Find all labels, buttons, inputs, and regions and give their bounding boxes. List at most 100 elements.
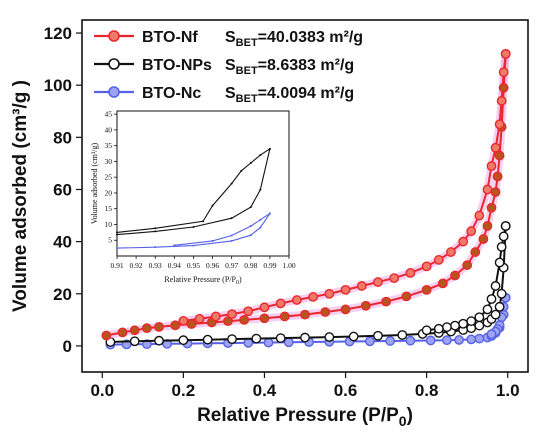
data-point <box>194 313 205 324</box>
legend-item-bto-nf: BTO-Nf SBET=40.0383 m²/g <box>94 29 363 49</box>
inset-data-point <box>268 147 271 150</box>
data-point <box>141 339 152 350</box>
inset-data-point <box>154 227 157 230</box>
data-point <box>458 236 469 247</box>
x-tick-label: 1.0 <box>496 381 520 400</box>
legend-series-name: BTO-NPs <box>142 57 212 74</box>
data-point <box>178 335 189 346</box>
plot-frame <box>81 19 529 373</box>
data-point <box>466 316 477 327</box>
legend-marker <box>108 86 120 98</box>
legend-series-name: BTO-Nc <box>142 85 201 102</box>
data-point <box>129 325 140 336</box>
inset-background <box>87 105 299 290</box>
inset-data-point <box>211 239 214 242</box>
data-point <box>474 333 485 344</box>
inset-series-1 <box>116 212 271 250</box>
data-point <box>490 309 501 320</box>
data-point <box>462 260 473 270</box>
legend-marker <box>108 58 120 70</box>
data-point <box>500 48 511 59</box>
inset-data-point <box>230 182 233 185</box>
data-point <box>300 332 310 343</box>
inset-y-tick-label: 10 <box>105 220 113 229</box>
data-point <box>425 335 436 346</box>
inset-data-point <box>154 246 157 249</box>
inset-data-point <box>259 226 262 229</box>
inset-y-tick-label: 25 <box>105 173 113 182</box>
inset-data-point <box>211 204 214 207</box>
data-point <box>474 312 485 323</box>
data-point <box>466 226 477 237</box>
data-point <box>421 284 432 295</box>
inset-y-tick-label: 45 <box>105 110 113 119</box>
y-tick-label: 20 <box>53 285 72 304</box>
data-point <box>227 309 237 320</box>
data-point <box>421 325 432 336</box>
inset-data-point <box>259 218 262 221</box>
inset-x-tick-label: 0.94 <box>168 261 181 270</box>
data-point <box>275 298 286 309</box>
data-point <box>442 335 452 346</box>
inset-series-0 <box>116 147 271 236</box>
data-point <box>279 311 290 322</box>
x-axis-title: Relative Pressure (P/P0) <box>197 405 413 429</box>
data-point <box>300 309 310 320</box>
data-point <box>433 323 444 334</box>
series-bto-nf <box>101 48 511 341</box>
data-point <box>340 284 351 295</box>
inset-data-point <box>116 231 118 234</box>
series-bto-nps <box>105 221 511 347</box>
data-point <box>494 150 505 161</box>
inset-x-tick-label: 0.91 <box>110 261 123 270</box>
inset-x-tick-label: 0.93 <box>149 261 162 270</box>
data-point <box>360 300 371 311</box>
data-point <box>486 202 497 213</box>
data-point <box>308 292 319 302</box>
data-point <box>490 281 501 291</box>
data-point <box>210 311 221 322</box>
data-point <box>496 288 507 299</box>
inset-y-tick-label: 35 <box>105 141 113 150</box>
data-point <box>490 142 501 153</box>
legend-item-bto-nps: BTO-NPs SBET=8.6383 m²/g <box>94 57 354 77</box>
data-point <box>186 319 197 329</box>
data-point <box>243 306 254 317</box>
data-point <box>385 336 396 346</box>
inset-x-tick-label: 0.98 <box>244 261 257 270</box>
data-point <box>389 273 400 284</box>
data-point <box>154 321 164 332</box>
inset-data-point <box>173 244 176 247</box>
y-tick-label: 40 <box>53 233 72 252</box>
legend-surface-area: SBET=8.6383 m²/g <box>225 57 354 77</box>
inset-x-tick-label: 1.00 <box>282 261 295 270</box>
inset-data-point <box>259 188 262 191</box>
data-point <box>433 254 444 265</box>
inset-x-axis-title: Relative Pressure (P/P0) <box>164 275 242 286</box>
data-point <box>421 261 432 272</box>
inset-data-point <box>230 239 233 242</box>
data-point <box>340 304 351 315</box>
inset-data-point <box>249 206 252 209</box>
y-tick-label: 60 <box>53 180 72 199</box>
data-point <box>259 313 270 324</box>
data-point <box>482 184 493 195</box>
data-point <box>275 333 286 344</box>
data-point <box>486 329 497 340</box>
inset-y-tick-label: 15 <box>105 204 113 213</box>
data-point <box>405 335 416 346</box>
data-point <box>494 257 505 268</box>
data-point <box>263 337 274 348</box>
data-point <box>474 320 485 331</box>
data-point <box>117 327 128 338</box>
y-axis-title: Volume adsorbed (cm³/g ) <box>10 80 31 312</box>
inset-chart: 0.91 0.92 0.93 0.94 0.95 0.96 0.97 0.98 0.99 1.00… <box>87 105 299 290</box>
data-point <box>496 241 507 252</box>
data-point <box>450 270 460 281</box>
y-tick-label: 0 <box>63 337 72 356</box>
data-point <box>178 315 189 326</box>
data-point <box>101 330 112 341</box>
data-point <box>320 307 331 317</box>
